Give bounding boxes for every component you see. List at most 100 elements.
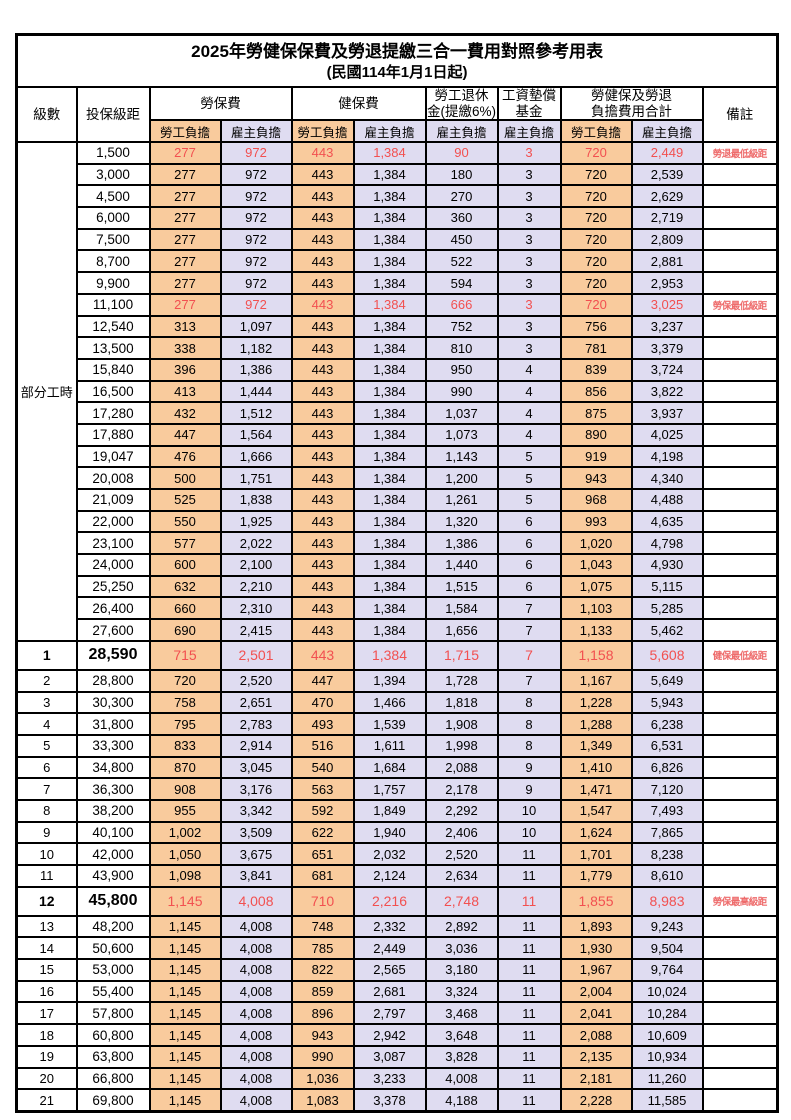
level-cell: 5 — [15, 733, 78, 758]
fee-cell: 6,238 — [630, 712, 704, 736]
fee-cell: 3 — [496, 249, 562, 274]
remark-cell — [701, 162, 779, 187]
fee-cell: 1,384 — [352, 401, 427, 425]
fee-cell: 443 — [290, 509, 355, 534]
bracket-cell: 57,800 — [75, 1001, 151, 1026]
remark-cell: 勞保最高級距 — [701, 885, 779, 917]
fee-cell: 2,041 — [559, 1001, 633, 1026]
remark-cell — [701, 936, 779, 961]
bracket-cell: 7,500 — [75, 227, 151, 252]
bracket-cell: 63,800 — [75, 1044, 151, 1069]
fee-cell: 972 — [219, 206, 293, 230]
fee-cell: 470 — [290, 690, 355, 715]
remark-cell — [701, 488, 779, 512]
table-row: 22,000 550 1,925 443 1,384 1,320 6 993 4,635 — [17, 509, 779, 534]
remark-cell — [701, 379, 779, 404]
fee-cell: 9 — [496, 777, 562, 801]
fee-cell: 1,384 — [352, 336, 427, 360]
fee-cell: 3 — [496, 227, 562, 252]
remark-cell — [701, 618, 779, 642]
fee-cell: 600 — [148, 553, 222, 577]
fee-cell: 5,649 — [630, 668, 704, 693]
table-row: 6,000 277 972 443 1,384 360 3 720 2,719 — [17, 206, 779, 230]
bracket-cell: 19,047 — [75, 444, 151, 469]
level-cell: 21 — [15, 1088, 78, 1113]
col-header-wage-fund: 工資墊償 基金 — [496, 85, 562, 122]
table-row: 20,008 500 1,751 443 1,384 1,200 5 943 4,340 — [17, 466, 779, 491]
fee-cell: 1,145 — [148, 1066, 222, 1091]
table-row: 13,500 338 1,182 443 1,384 810 3 781 3,379 — [17, 336, 779, 360]
fee-cell: 3 — [496, 141, 562, 165]
col-header-total: 勞健保及勞退 負擔費用合計 — [559, 85, 704, 122]
level-cell: 6 — [15, 755, 78, 780]
bracket-cell: 9,900 — [75, 271, 151, 295]
fee-cell: 720 — [559, 292, 633, 317]
fee-cell: 1,384 — [352, 314, 427, 339]
table-row: 部分工時 1,500 277 972 443 1,384 90 3 720 2,449 勞退最低級距 — [15, 141, 779, 642]
bracket-cell: 4,500 — [75, 184, 151, 209]
fee-cell: 443 — [290, 314, 355, 339]
fee-cell: 443 — [290, 574, 355, 599]
fee-cell: 594 — [424, 271, 499, 295]
fee-cell: 1,182 — [219, 336, 293, 360]
fee-cell: 2,216 — [352, 885, 427, 917]
table-row: 8,700 277 972 443 1,384 522 3 720 2,881 — [17, 249, 779, 274]
fee-cell: 1,384 — [352, 379, 427, 404]
fee-cell: 1,145 — [148, 885, 222, 917]
fee-cell: 990 — [424, 379, 499, 404]
fee-cell: 1,444 — [219, 379, 293, 404]
table-row: 17,280 432 1,512 443 1,384 1,037 4 875 3,937 — [17, 401, 779, 425]
fee-cell: 1,158 — [559, 639, 633, 671]
fee-cell: 972 — [219, 271, 293, 295]
fee-cell: 681 — [290, 864, 355, 888]
bracket-cell: 1,500 — [75, 141, 151, 165]
fee-cell: 1,930 — [559, 936, 633, 961]
fee-cell: 2,100 — [219, 553, 293, 577]
fee-cell: 443 — [290, 596, 355, 621]
fee-cell: 1,384 — [352, 596, 427, 621]
table-row: 8 38,200 955 3,342 592 1,849 2,292 10 1,547 7,493 — [15, 798, 779, 823]
fee-cell: 10,609 — [630, 1023, 704, 1047]
fee-cell: 443 — [290, 466, 355, 491]
header-row-sub: 勞工負擔 雇主負擔 勞工負擔 雇主負擔 雇主負擔 雇主負擔 勞工負擔 雇主負擔 — [17, 119, 778, 144]
table-row: 24,000 600 2,100 443 1,384 1,440 6 1,043 4,930 — [17, 553, 779, 577]
fee-cell: 795 — [148, 712, 222, 736]
fee-cell: 90 — [424, 141, 499, 165]
col-header-health-insurance: 健保費 — [290, 85, 427, 122]
fee-cell: 1,701 — [559, 842, 633, 867]
fee-cell: 1,849 — [352, 798, 427, 823]
fee-cell: 720 — [559, 227, 633, 252]
fee-cell: 2,181 — [559, 1066, 633, 1091]
fee-cell: 11 — [496, 936, 562, 961]
fee-cell: 1,384 — [352, 271, 427, 295]
fee-cell: 3 — [496, 271, 562, 295]
fee-cell: 710 — [290, 885, 355, 917]
bracket-cell: 42,000 — [75, 842, 151, 867]
fee-cell: 833 — [148, 733, 222, 758]
table-body: 部分工時 1,500 277 972 443 1,384 90 3 720 2,449 勞退最低級距… — [15, 141, 779, 1113]
fee-cell: 3,025 — [630, 292, 704, 317]
fee-cell: 4,008 — [219, 1023, 293, 1047]
fee-cell: 11 — [496, 1023, 562, 1047]
fee-cell: 2,135 — [559, 1044, 633, 1069]
fee-cell: 2,004 — [559, 979, 633, 1004]
subheader-health-employee: 勞工負擔 — [290, 119, 355, 144]
fee-cell: 6 — [496, 553, 562, 577]
fee-cell: 7,865 — [630, 820, 704, 845]
fee-cell: 3,937 — [630, 401, 704, 425]
level-cell: 4 — [15, 712, 78, 736]
fee-cell: 3,379 — [630, 336, 704, 360]
fee-cell: 4,008 — [219, 914, 293, 939]
fee-cell: 651 — [290, 842, 355, 867]
fee-cell: 1,384 — [352, 249, 427, 274]
fee-cell: 758 — [148, 690, 222, 715]
fee-cell: 720 — [559, 141, 633, 165]
table-row: 16 55,400 1,145 4,008 859 2,681 3,324 11 2,004 10… — [15, 979, 779, 1004]
fee-cell: 1,386 — [424, 531, 499, 556]
fee-cell: 972 — [219, 141, 293, 165]
fee-cell: 9,504 — [630, 936, 704, 961]
fee-cell: 1,320 — [424, 509, 499, 534]
fee-cell: 1,611 — [352, 733, 427, 758]
fee-cell: 1,145 — [148, 936, 222, 961]
